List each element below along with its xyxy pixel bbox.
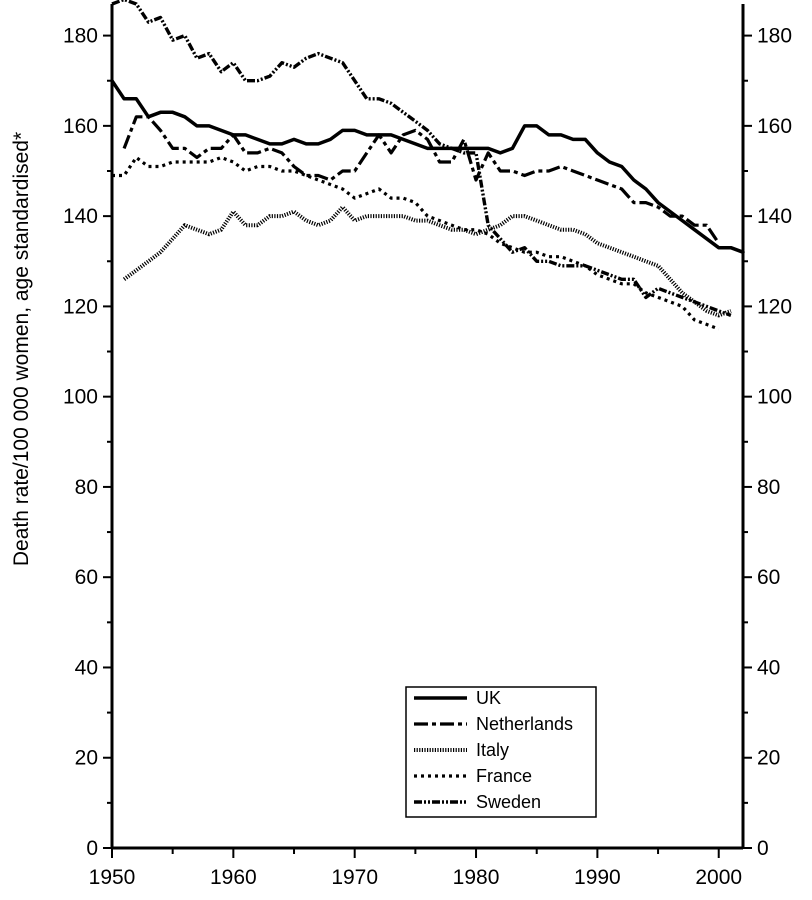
y-tick-label-left: 180 bbox=[63, 25, 98, 48]
legend-label-sweden: Sweden bbox=[476, 792, 541, 812]
series-line-netherlands bbox=[122, 115, 721, 245]
x-tick-label: 1960 bbox=[210, 866, 257, 889]
legend-label-france: France bbox=[476, 766, 532, 786]
y-tick-label-right: 0 bbox=[757, 837, 769, 860]
y-tick-label-right: 100 bbox=[757, 386, 792, 409]
y-tick-label-left: 120 bbox=[63, 295, 98, 318]
y-tick-label-left: 40 bbox=[75, 656, 98, 679]
y-tick-label-right: 140 bbox=[757, 205, 792, 228]
x-tick-label: 2000 bbox=[695, 866, 742, 889]
series-line-sweden bbox=[111, 0, 732, 317]
series-line-uk bbox=[110, 78, 745, 254]
y-tick-label-left: 0 bbox=[86, 837, 98, 860]
y-tick-label-right: 20 bbox=[757, 747, 780, 770]
y-tick-label-right: 180 bbox=[757, 25, 792, 48]
ticks: 0 0 20 20 40 40 60 60 80 80 100 100 120 120 140 140 160 1… bbox=[63, 25, 792, 889]
legend: UK Netherlands Italy France Sweden bbox=[405, 686, 597, 818]
y-tick-label-left: 160 bbox=[63, 115, 98, 138]
y-tick-label-left: 20 bbox=[75, 747, 98, 770]
y-tick-label-right: 160 bbox=[757, 115, 792, 138]
y-axis-title: Death rate/100 000 women, age standardis… bbox=[10, 132, 33, 566]
y-tick-label-right: 40 bbox=[757, 656, 780, 679]
series-lines bbox=[110, 0, 745, 331]
x-tick-label: 1970 bbox=[331, 866, 378, 889]
legend-label-netherlands: Netherlands bbox=[476, 714, 573, 734]
x-tick-label: 1950 bbox=[89, 866, 136, 889]
x-tick-label: 1990 bbox=[574, 866, 621, 889]
series-line-france bbox=[112, 155, 720, 331]
y-tick-label-left: 140 bbox=[63, 205, 98, 228]
y-tick-label-left: 100 bbox=[63, 386, 98, 409]
series-line-italy bbox=[122, 205, 732, 318]
y-tick-label-left: 80 bbox=[75, 476, 98, 499]
y-tick-label-left: 60 bbox=[75, 566, 98, 589]
x-tick-label: 1980 bbox=[453, 866, 500, 889]
y-tick-label-right: 80 bbox=[757, 476, 780, 499]
legend-label-italy: Italy bbox=[476, 740, 509, 760]
axes bbox=[110, 4, 745, 850]
y-tick-label-right: 60 bbox=[757, 566, 780, 589]
y-tick-label-right: 120 bbox=[757, 295, 792, 318]
legend-label-uk: UK bbox=[476, 688, 501, 708]
